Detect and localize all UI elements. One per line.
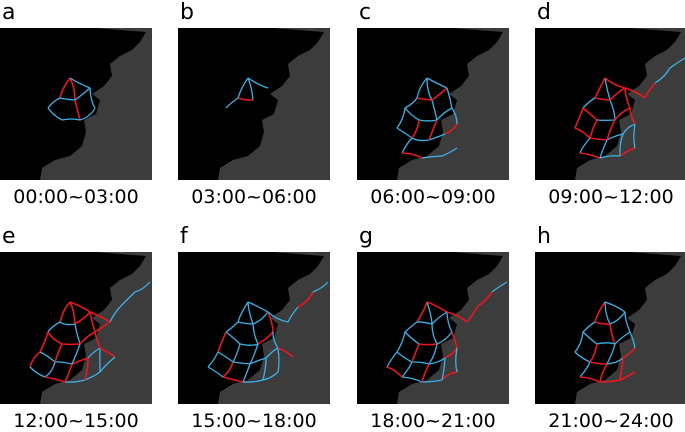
panel-letter: a: [2, 0, 15, 25]
panel-letter: g: [359, 224, 373, 249]
panel-time-label: 21:00~24:00: [535, 410, 685, 432]
panel-letter: e: [2, 224, 16, 249]
panel-letter: f: [180, 224, 188, 249]
panel-time-label: 09:00~12:00: [535, 186, 685, 208]
route-map: [178, 252, 330, 404]
route-map: [535, 252, 685, 404]
panel-letter: c: [359, 0, 371, 25]
route-map: [357, 28, 509, 180]
route-map: [357, 252, 509, 404]
route-map: [535, 28, 685, 180]
route-map: [178, 28, 330, 180]
panel-time-label: 15:00~18:00: [178, 410, 330, 432]
route-map: [0, 28, 152, 180]
panel-letter: b: [180, 0, 194, 25]
panel-time-label: 18:00~21:00: [357, 410, 509, 432]
route-map: [0, 252, 152, 404]
panel-time-label: 03:00~06:00: [178, 186, 330, 208]
route-red: [419, 344, 437, 345]
panel-time-label: 06:00~09:00: [357, 186, 509, 208]
panel-time-label: 00:00~03:00: [0, 186, 152, 208]
panel-letter: h: [537, 224, 551, 249]
panel-time-label: 12:00~15:00: [0, 410, 152, 432]
panel-letter: d: [537, 0, 551, 25]
